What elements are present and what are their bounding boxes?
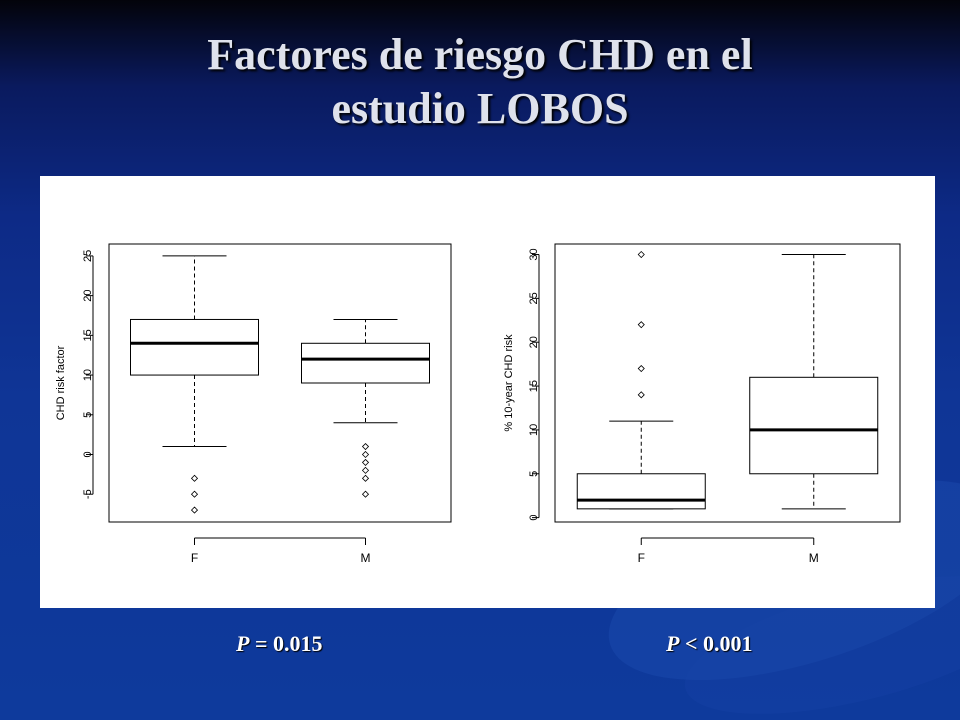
plot-left-y-axis-title: CHD risk factor [55, 345, 67, 420]
p-value-right-text: < 0.001 [679, 631, 753, 656]
p-value-left-letter: P [236, 631, 250, 656]
plot-right-y-tick-label: 25 [528, 292, 540, 304]
p-value-left-text: = 0.015 [249, 631, 323, 656]
plot-right-box-M [749, 254, 879, 510]
slide-title-line-2: estudio LOBOS [331, 84, 629, 133]
p-value-right-letter: P [666, 631, 680, 656]
plot-left-y-tick-label: 10 [82, 369, 94, 381]
plot-left-x-tick-label: F [191, 551, 198, 565]
plot-left-y-tick-label: 5 [82, 412, 94, 418]
outlier-point [361, 466, 370, 474]
outlier-point [637, 250, 645, 259]
slide-title-line-1: Factores de riesgo CHD en el [207, 30, 753, 79]
outlier-point [361, 474, 370, 482]
p-value-right: P < 0.001 [666, 630, 753, 658]
plot-left-y-tick-label: 20 [82, 290, 94, 302]
plot-left-frame [108, 243, 452, 523]
outlier-point [190, 490, 199, 498]
plot-right: 0 5 10 15 20 25 30 % 10-year CHD risk F M [503, 243, 901, 565]
plot-left-box-F [130, 255, 259, 514]
outlier-point [637, 391, 645, 399]
plot-right-y-tick-label: 5 [528, 471, 540, 477]
outlier-point [361, 442, 370, 451]
plot-left-y-tick-label: -5 [82, 489, 94, 499]
p-value-left: P = 0.015 [236, 630, 323, 658]
boxplot-figure: -5 0 5 10 15 20 25 CHD risk factor F M 0 5 10 15 20 25 3… [55, 243, 901, 565]
interquartile-box [301, 342, 430, 384]
slide-title: Factores de riesgo CHD en el estudio LOB… [0, 28, 960, 136]
plot-left-x-tick-label: M [361, 551, 371, 565]
interquartile-box [576, 473, 706, 510]
outlier-point [361, 458, 370, 466]
plot-right-box-F [576, 250, 706, 510]
outlier-point [637, 364, 645, 373]
outlier-point [637, 321, 645, 329]
plot-right-x-tick-label: F [638, 551, 645, 565]
plot-right-y-tick-label: 15 [528, 380, 540, 392]
outlier-point [190, 506, 199, 514]
plot-right-y-tick-label: 30 [528, 248, 540, 260]
plot-left-box-M [301, 318, 430, 498]
outlier-point [190, 474, 199, 482]
plot-right-y-tick-label: 20 [528, 336, 540, 348]
plot-right-y-tick-label: 10 [528, 424, 540, 436]
plot-right-frame [554, 243, 901, 523]
plot-right-x-tick-label: M [809, 551, 819, 565]
plot-left-y-tick-label: 25 [82, 250, 94, 262]
plot-right-y-tick-label: 0 [528, 515, 540, 521]
plot-left-y-tick-label: 0 [82, 451, 94, 457]
plot-left-y-tick-label: 15 [82, 329, 94, 341]
interquartile-box [130, 318, 259, 376]
outlier-point [361, 450, 370, 459]
interquartile-box [749, 376, 879, 475]
plot-left: -5 0 5 10 15 20 25 CHD risk factor F M [55, 243, 452, 565]
outlier-point [361, 490, 370, 498]
plot-right-y-axis-title: % 10-year CHD risk [503, 334, 515, 432]
plot-panel: -5 0 5 10 15 20 25 CHD risk factor F M 0 5 10 15 20 25 3… [40, 176, 935, 608]
